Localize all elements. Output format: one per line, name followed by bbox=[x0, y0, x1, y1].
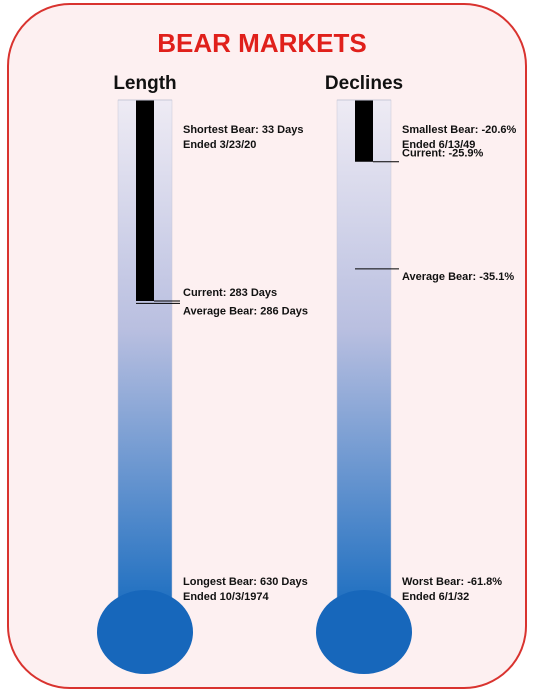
shortest-sublabel: Ended 6/13/49 bbox=[402, 139, 475, 151]
current-bar bbox=[136, 100, 154, 302]
tube bbox=[336, 99, 392, 611]
chart-title: BEAR MARKETS bbox=[157, 28, 366, 58]
shortest-label: Shortest Bear: 33 Days bbox=[183, 124, 303, 136]
bulb bbox=[316, 590, 412, 674]
average-label: Average Bear: 286 Days bbox=[183, 305, 308, 317]
average-label: Average Bear: -35.1% bbox=[402, 271, 514, 283]
shortest-label: Smallest Bear: -20.6% bbox=[402, 124, 517, 136]
longest-label: Worst Bear: -61.8% bbox=[402, 576, 502, 588]
longest-sublabel: Ended 10/3/1974 bbox=[183, 591, 269, 603]
current-bar bbox=[355, 100, 373, 162]
panel-title: Declines bbox=[325, 73, 403, 94]
longest-label: Longest Bear: 630 Days bbox=[183, 576, 308, 588]
bulb bbox=[97, 590, 193, 674]
current-label: Current: 283 Days bbox=[183, 287, 277, 299]
current-label: Current: -25.9% bbox=[402, 148, 484, 160]
longest-sublabel: Ended 6/1/32 bbox=[402, 591, 469, 603]
shortest-sublabel: Ended 3/23/20 bbox=[183, 139, 256, 151]
panel-title: Length bbox=[113, 73, 176, 94]
